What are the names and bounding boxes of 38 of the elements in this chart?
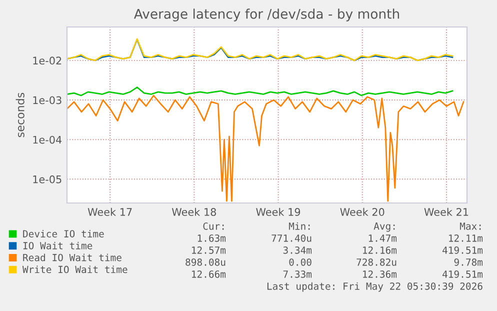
legend-label: Device IO time bbox=[23, 230, 104, 238]
text: Max: bbox=[460, 222, 481, 230]
text: 12.16m bbox=[363, 246, 397, 254]
text: Cur: bbox=[203, 222, 224, 230]
text: 771.40u bbox=[272, 234, 312, 242]
line-series bbox=[67, 94, 464, 202]
x-tick-label: Week 18 bbox=[172, 208, 216, 216]
text: Last update: Fri May 22 05:30:39 2026 bbox=[267, 282, 482, 292]
y-axis-title: seconds bbox=[16, 92, 24, 138]
text: 12.36m bbox=[363, 270, 397, 278]
x-tick-label: Week 20 bbox=[340, 208, 384, 216]
text: 0.00 bbox=[289, 258, 312, 266]
legend-label: Write IO Wait time bbox=[22, 266, 128, 274]
text: 728.82u bbox=[356, 258, 396, 266]
legend-label: IO Wait time bbox=[23, 242, 92, 250]
x-tick-label: Week 19 bbox=[256, 208, 300, 216]
line-series bbox=[67, 86, 454, 96]
text: Min: bbox=[288, 222, 310, 230]
text: 419.51m bbox=[442, 246, 483, 254]
y-tick-label: 1e-02 bbox=[33, 56, 62, 65]
chart-title: Average latency for /dev/sda - by month bbox=[134, 8, 400, 22]
text: 12.66m bbox=[192, 270, 226, 278]
text: Avg: bbox=[374, 222, 395, 232]
y-tick-label: 1e-05 bbox=[33, 175, 62, 184]
text: 1.63m bbox=[198, 234, 226, 242]
legend-label: Read IO Wait time bbox=[23, 254, 122, 262]
text: 9.78m bbox=[454, 258, 483, 266]
text: 898.08u bbox=[186, 258, 226, 266]
x-tick-label: Week 17 bbox=[88, 208, 132, 216]
text: 1.47m bbox=[368, 234, 397, 242]
text: 3.34m bbox=[283, 246, 312, 254]
text: 12.11m bbox=[449, 234, 483, 242]
text: 419.51m bbox=[442, 270, 483, 278]
x-tick-label: Week 21 bbox=[424, 208, 468, 216]
text: 7.33m bbox=[283, 270, 312, 278]
text: 12.57m bbox=[192, 246, 226, 254]
y-tick-label: 1e-03 bbox=[33, 96, 62, 104]
y-tick-label: 1e-04 bbox=[33, 136, 62, 144]
